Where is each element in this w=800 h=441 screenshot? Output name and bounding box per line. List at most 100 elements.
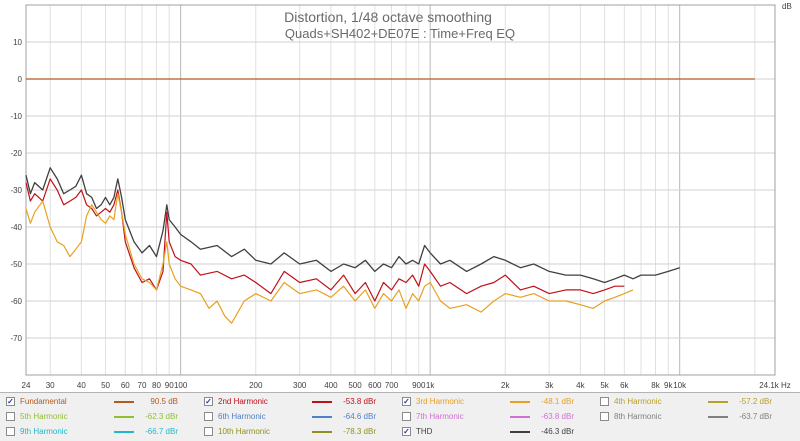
legend-name: 10th Harmonic xyxy=(218,427,271,436)
legend-name: 7th Harmonic xyxy=(416,412,464,421)
x-tick-label: 900 xyxy=(412,381,426,390)
x-tick-label: 9k xyxy=(664,381,673,390)
legend-value: -48.1 dBr xyxy=(541,397,574,406)
legend-value: -66.7 dBr xyxy=(145,427,178,436)
legend-checkbox[interactable] xyxy=(600,397,609,406)
x-tick-label: 80 xyxy=(152,381,161,390)
x-tick-label: 90 xyxy=(165,381,174,390)
legend-swatch xyxy=(510,431,530,433)
series-line-thd xyxy=(25,167,680,284)
y-tick-label: -30 xyxy=(10,186,22,195)
y-tick-label: -40 xyxy=(10,223,22,232)
x-tick-label: 100 xyxy=(174,381,188,390)
y-tick-label: -50 xyxy=(10,260,22,269)
series-line-h2 xyxy=(25,178,625,302)
legend-swatch xyxy=(114,431,134,433)
legend-value: -62.3 dBr xyxy=(145,412,178,421)
legend-item: 7th Harmonic -63.8 dBr xyxy=(402,410,592,424)
x-tick-label: 700 xyxy=(385,381,399,390)
legend-swatch xyxy=(312,431,332,433)
x-tick-label: 400 xyxy=(324,381,338,390)
chart-grid xyxy=(25,4,776,376)
x-tick-label: 10k xyxy=(673,381,687,390)
x-tick-label: 600 xyxy=(368,381,382,390)
legend-checkbox[interactable] xyxy=(402,397,411,406)
legend-checkbox[interactable] xyxy=(204,397,213,406)
legend-name: 8th Harmonic xyxy=(614,412,662,421)
distortion-chart: 100-10-20-30-40-50-60-70 24 30 40 50 60 70 80 9… xyxy=(10,2,792,390)
x-tick-label: 40 xyxy=(77,381,86,390)
y-tick-labels: 10 0 -10 -20 -30 -40 -50 -60 -70 xyxy=(10,38,22,343)
legend-swatch xyxy=(708,401,728,403)
x-tick-label: 1k xyxy=(426,381,435,390)
legend-swatch xyxy=(510,416,530,418)
legend-checkbox[interactable] xyxy=(402,427,411,436)
legend-name: Fundamental xyxy=(20,397,67,406)
legend-name: 3rd Harmonic xyxy=(416,397,465,406)
legend-value: 90.5 dB xyxy=(150,397,178,406)
y-tick-label: -20 xyxy=(10,149,22,158)
legend-item: Fundamental 90.5 dB xyxy=(6,395,196,409)
legend-item: 10th Harmonic -78.3 dBr xyxy=(204,425,394,439)
legend-checkbox[interactable] xyxy=(204,412,213,421)
chart-subtitle: Quads+SH402+DE07E : Time+Freq EQ xyxy=(285,26,515,41)
x-tick-label: 24.1k Hz xyxy=(759,381,791,390)
x-tick-label: 500 xyxy=(348,381,362,390)
legend-swatch xyxy=(708,416,728,418)
legend-value: -53.8 dBr xyxy=(343,397,376,406)
x-tick-label: 30 xyxy=(46,381,55,390)
legend-value: -63.7 dBr xyxy=(739,412,772,421)
x-tick-label: 24 xyxy=(22,381,31,390)
legend-item: 9th Harmonic -66.7 dBr xyxy=(6,425,196,439)
legend-checkbox[interactable] xyxy=(402,412,411,421)
legend-name: THD xyxy=(416,427,433,436)
legend-swatch xyxy=(114,401,134,403)
legend-item: 4th Harmonic -57.2 dBr xyxy=(600,395,790,409)
legend-checkbox[interactable] xyxy=(6,412,15,421)
series-line-h3 xyxy=(25,193,634,324)
legend-item: 6th Harmonic -64.6 dBr xyxy=(204,410,394,424)
legend-name: 5th Harmonic xyxy=(20,412,68,421)
legend-item: 5th Harmonic -62.3 dBr xyxy=(6,410,196,424)
legend-checkbox[interactable] xyxy=(6,427,15,436)
legend-swatch xyxy=(114,416,134,418)
x-tick-label: 300 xyxy=(293,381,307,390)
legend-name: 9th Harmonic xyxy=(20,427,68,436)
legend-checkbox[interactable] xyxy=(6,397,15,406)
y-tick-label: 10 xyxy=(13,38,22,47)
x-tick-label: 3k xyxy=(545,381,554,390)
legend-name: 2nd Harmonic xyxy=(218,397,268,406)
chart-series xyxy=(25,78,755,324)
legend-item: 2nd Harmonic -53.8 dBr xyxy=(204,395,394,409)
x-tick-label: 200 xyxy=(249,381,263,390)
x-tick-labels: 24 30 40 50 60 70 80 90 100 200 300 400 500 600 700 900… xyxy=(22,381,791,390)
legend-value: -57.2 dBr xyxy=(739,397,772,406)
legend-item: 3rd Harmonic -48.1 dBr xyxy=(402,395,592,409)
legend-panel: Fundamental 90.5 dB 2nd Harmonic -53.8 dBr 3… xyxy=(0,392,800,441)
x-tick-label: 50 xyxy=(101,381,110,390)
x-tick-label: 6k xyxy=(620,381,629,390)
legend-swatch xyxy=(510,401,530,403)
x-tick-label: 8k xyxy=(651,381,660,390)
legend-checkbox[interactable] xyxy=(600,412,609,421)
legend-value: -64.6 dBr xyxy=(343,412,376,421)
plot-frame xyxy=(25,4,776,376)
legend-value: -78.3 dBr xyxy=(343,427,376,436)
y-tick-label: -10 xyxy=(10,112,22,121)
x-tick-label: 4k xyxy=(576,381,585,390)
legend-value: -63.8 dBr xyxy=(541,412,574,421)
legend-value: -46.3 dBr xyxy=(541,427,574,436)
legend-name: 4th Harmonic xyxy=(614,397,662,406)
y-tick-label: 0 xyxy=(18,75,23,84)
legend-name: 6th Harmonic xyxy=(218,412,266,421)
x-tick-label: 60 xyxy=(121,381,130,390)
x-tick-label: 70 xyxy=(138,381,147,390)
legend-swatch xyxy=(312,401,332,403)
x-tick-label: 5k xyxy=(600,381,609,390)
chart-title: Distortion, 1/48 octave smoothing xyxy=(284,9,492,25)
y-tick-label: -60 xyxy=(10,297,22,306)
legend-checkbox[interactable] xyxy=(204,427,213,436)
y-axis-label: dB xyxy=(782,2,792,11)
x-tick-label: 2k xyxy=(501,381,510,390)
legend-item: THD -46.3 dBr xyxy=(402,425,592,439)
